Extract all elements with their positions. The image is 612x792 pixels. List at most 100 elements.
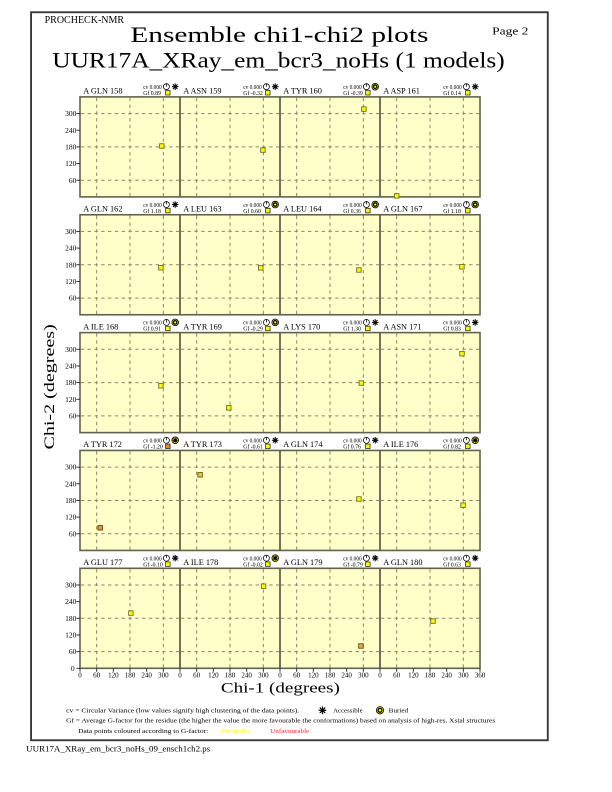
svg-text:A ASP 161: A ASP 161	[383, 87, 420, 96]
svg-text:240: 240	[65, 479, 77, 488]
svg-text:Gf 0.60: Gf 0.60	[243, 208, 261, 215]
svg-text:60: 60	[69, 412, 77, 421]
svg-text:cv 0.000: cv 0.000	[443, 203, 462, 209]
svg-text:0: 0	[278, 672, 282, 680]
svg-text:A GLN 162: A GLN 162	[83, 204, 122, 213]
svg-text:Gf -0.10: Gf -0.10	[143, 561, 163, 568]
svg-text:300: 300	[65, 345, 77, 354]
svg-text:120: 120	[108, 672, 119, 680]
svg-text:A GLN 158: A GLN 158	[83, 87, 122, 96]
svg-text:A GLN 179: A GLN 179	[283, 558, 322, 567]
svg-text:cv 0.000: cv 0.000	[343, 85, 362, 91]
svg-text:120: 120	[65, 277, 77, 286]
svg-text:cv 0.000: cv 0.000	[143, 438, 162, 444]
svg-text:A TYR 160: A TYR 160	[283, 87, 322, 96]
svg-text:Gf -0.61: Gf -0.61	[243, 444, 263, 451]
svg-text:60: 60	[393, 672, 401, 680]
svg-text:240: 240	[65, 362, 77, 371]
svg-text:cv 0.000: cv 0.000	[243, 203, 262, 209]
svg-text:60: 60	[93, 672, 101, 680]
svg-text:Accessible: Accessible	[333, 708, 363, 715]
svg-text:cv 0.000: cv 0.000	[443, 321, 462, 327]
svg-text:Gf -0.29: Gf -0.29	[243, 326, 263, 333]
svg-text:cv 0.000: cv 0.000	[343, 438, 362, 444]
svg-text:240: 240	[441, 672, 452, 680]
svg-text:Unfavourable: Unfavourable	[270, 728, 309, 735]
svg-text:120: 120	[208, 672, 219, 680]
svg-text:0: 0	[178, 672, 182, 680]
svg-text:60: 60	[293, 672, 301, 680]
svg-text:cv 0.000: cv 0.000	[243, 321, 262, 327]
svg-text:cv 0.000: cv 0.000	[343, 203, 362, 209]
svg-text:Gf -1.20: Gf -1.20	[143, 444, 163, 451]
svg-text:Gf 0.36: Gf 0.36	[343, 208, 361, 215]
svg-text:120: 120	[408, 672, 419, 680]
svg-text:180: 180	[325, 672, 336, 680]
svg-text:300: 300	[65, 463, 77, 472]
svg-text:A ASN 171: A ASN 171	[383, 322, 421, 331]
svg-text:240: 240	[241, 672, 252, 680]
svg-text:cv = Circular Variance (low va: cv = Circular Variance (low values signi…	[66, 708, 299, 715]
svg-text:240: 240	[65, 244, 77, 253]
svg-text:0: 0	[378, 672, 382, 680]
svg-text:Data points coloured according: Data points coloured according to G-fact…	[78, 728, 208, 735]
svg-text:180: 180	[125, 672, 136, 680]
svg-text:cv 0.000: cv 0.000	[143, 85, 162, 91]
svg-text:Page 2: Page 2	[492, 27, 528, 38]
svg-text:60: 60	[69, 294, 77, 303]
svg-text:cv 0.000: cv 0.000	[443, 438, 462, 444]
svg-text:Gf -0.02: Gf -0.02	[243, 561, 263, 568]
svg-text:300: 300	[258, 672, 269, 680]
svg-text:Gf 1.18: Gf 1.18	[443, 208, 461, 215]
svg-text:A LEU 163: A LEU 163	[183, 204, 221, 213]
svg-text:180: 180	[225, 672, 236, 680]
svg-text:Gf = Average G-factor for the: Gf = Average G-factor for the residue (t…	[66, 718, 495, 725]
svg-text:60: 60	[69, 176, 77, 185]
svg-text:Buried: Buried	[389, 708, 409, 715]
svg-text:cv 0.000: cv 0.000	[143, 321, 162, 327]
svg-text:A GLN 180: A GLN 180	[383, 558, 422, 567]
svg-text:A GLN 174: A GLN 174	[283, 440, 323, 449]
svg-text:A GLN 167: A GLN 167	[383, 204, 422, 213]
svg-text:cv 0.000: cv 0.000	[243, 556, 262, 562]
svg-text:PROCHECK-NMR: PROCHECK-NMR	[45, 15, 125, 26]
svg-text:cv 0.000: cv 0.000	[343, 321, 362, 327]
svg-text:180: 180	[425, 672, 436, 680]
svg-text:0: 0	[71, 664, 75, 673]
svg-text:cv 0.000: cv 0.000	[343, 556, 362, 562]
svg-text:Favourable: Favourable	[222, 728, 250, 735]
svg-text:300: 300	[358, 672, 369, 680]
svg-text:120: 120	[65, 159, 77, 168]
svg-text:Gf 1.30: Gf 1.30	[343, 326, 361, 333]
svg-text:Gf 0.14: Gf 0.14	[443, 90, 461, 97]
svg-text:Gf -0.79: Gf -0.79	[343, 561, 363, 568]
svg-text:A ILE 168: A ILE 168	[83, 322, 118, 331]
svg-text:Chi-1 (degrees): Chi-1 (degrees)	[221, 681, 340, 697]
svg-text:180: 180	[65, 378, 77, 387]
svg-text:cv 0.000: cv 0.000	[143, 203, 162, 209]
svg-text:300: 300	[458, 672, 469, 680]
svg-text:240: 240	[341, 672, 352, 680]
svg-text:Gf 0.82: Gf 0.82	[443, 444, 461, 451]
svg-text:120: 120	[308, 672, 319, 680]
svg-text:cv 0.000: cv 0.000	[243, 438, 262, 444]
svg-text:cv 0.000: cv 0.000	[243, 85, 262, 91]
svg-text:300: 300	[158, 672, 169, 680]
svg-text:60: 60	[69, 647, 77, 656]
svg-text:Gf 0.89: Gf 0.89	[143, 90, 161, 97]
svg-text:A ILE 178: A ILE 178	[183, 558, 218, 567]
svg-text:Gf 0.76: Gf 0.76	[343, 444, 361, 451]
svg-text:180: 180	[65, 614, 77, 623]
svg-text:Gf 0.83: Gf 0.83	[443, 326, 461, 333]
svg-text:cv 0.000: cv 0.000	[443, 556, 462, 562]
svg-text:180: 180	[65, 143, 77, 152]
svg-text:300: 300	[65, 109, 77, 118]
svg-text:A TYR 173: A TYR 173	[183, 440, 222, 449]
svg-text:120: 120	[65, 513, 77, 522]
svg-text:A ILE 176: A ILE 176	[383, 440, 418, 449]
svg-text:cv 0.000: cv 0.000	[443, 85, 462, 91]
svg-text:A TYR 172: A TYR 172	[83, 440, 122, 449]
svg-text:Gf 1.18: Gf 1.18	[143, 208, 161, 215]
svg-text:60: 60	[193, 672, 201, 680]
svg-text:240: 240	[65, 126, 77, 135]
